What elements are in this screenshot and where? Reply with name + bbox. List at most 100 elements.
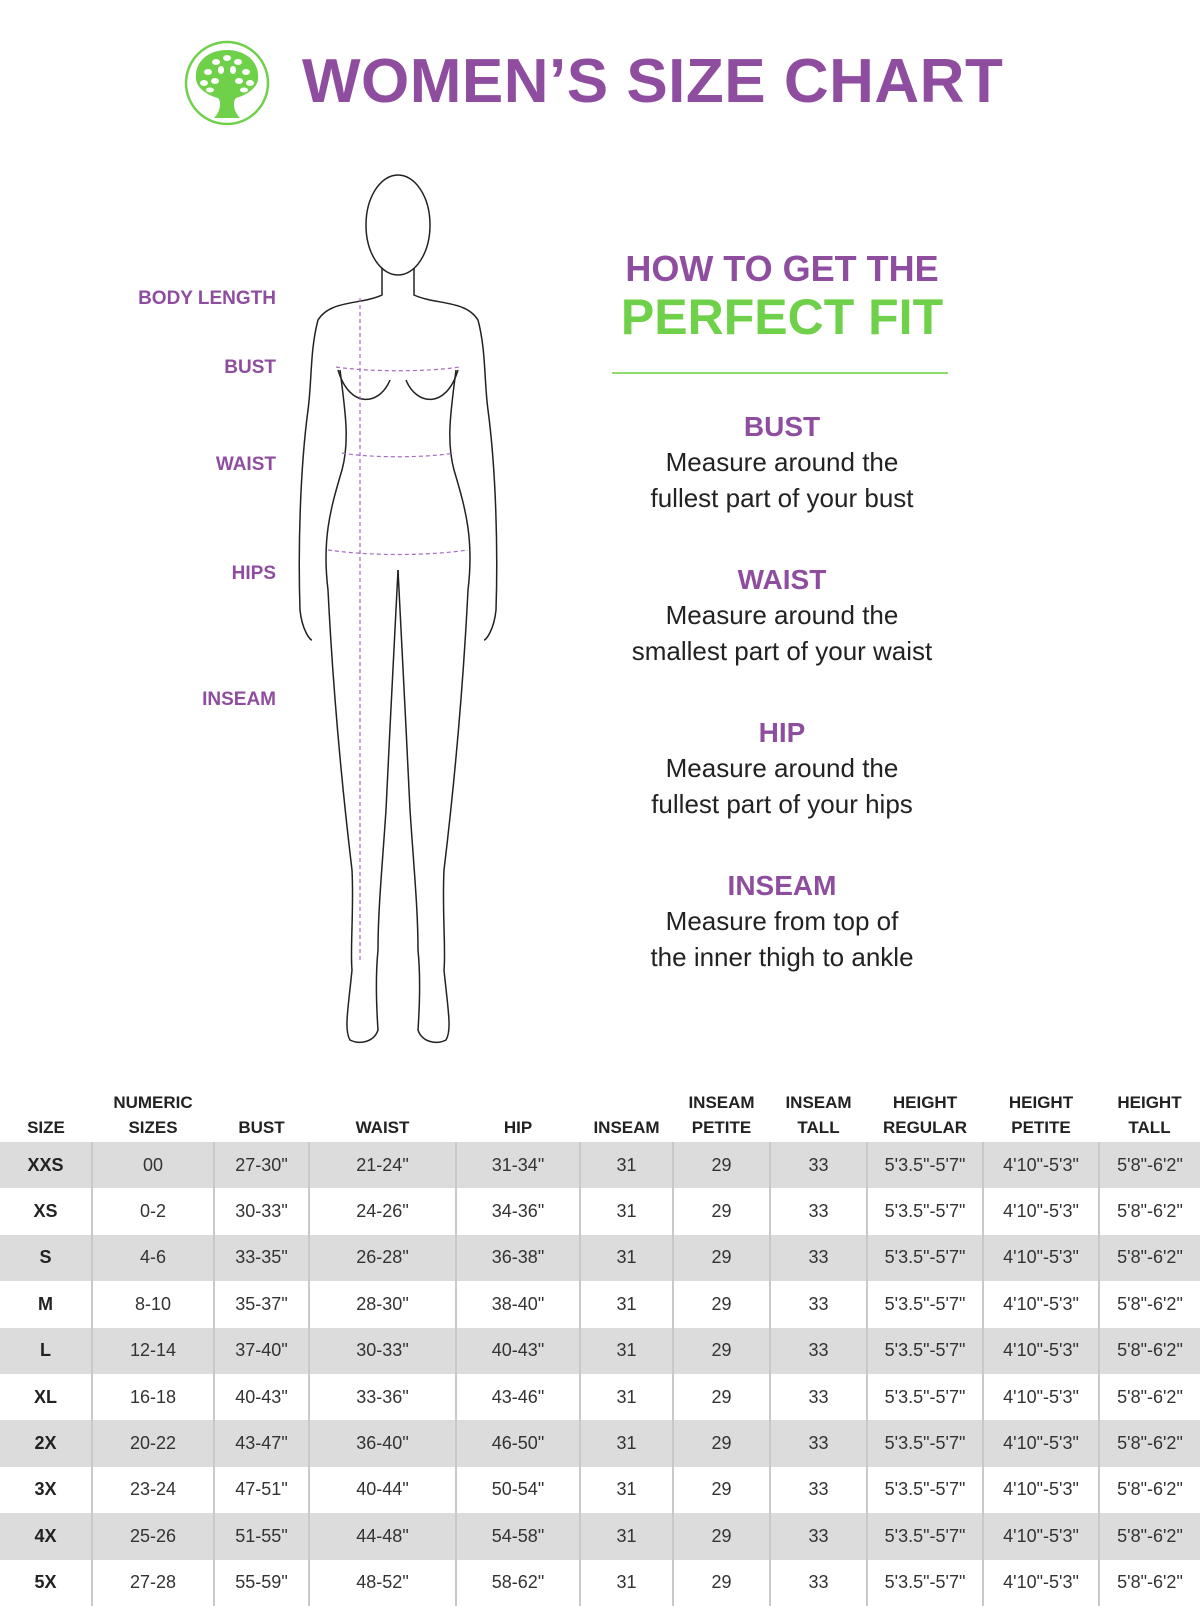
table-cell: 50-54" — [455, 1466, 580, 1514]
table-cell: 5'8"-6'2" — [1098, 1142, 1200, 1189]
section-text: Measure from top of — [665, 906, 899, 936]
section-text: fullest part of your bust — [650, 483, 914, 513]
table-cell: 5'8"-6'2" — [1098, 1513, 1200, 1560]
table-cell: 31 — [579, 1559, 673, 1606]
table-cell: 5'8"-6'2" — [1098, 1188, 1200, 1235]
column-header-line: HIP — [503, 1118, 533, 1137]
table-row: 5X 27-28 55-59" 48-52" 58-62" 31 29 33 5'3.5"-5'… — [0, 1559, 1200, 1606]
column-header-line: PETITE — [1011, 1118, 1071, 1137]
fit-heading: HOW TO GET THE — [625, 248, 939, 289]
column-header-line: HEIGHT — [1008, 1093, 1074, 1112]
table-cell: 5'3.5"-5'7" — [866, 1142, 983, 1189]
table-cell: 31 — [579, 1420, 673, 1467]
table-cell: 30-33" — [213, 1188, 309, 1235]
table-cell: 29 — [672, 1559, 770, 1606]
table-cell: 31-34" — [455, 1142, 580, 1189]
section-title: BUST — [743, 411, 821, 442]
table-cell: 5'8"-6'2" — [1098, 1466, 1200, 1514]
label-bust: BUST — [224, 357, 276, 378]
size-cell: L — [0, 1327, 92, 1374]
column-header: NUMERIC SIZES — [92, 1090, 214, 1142]
table-cell: 29 — [672, 1234, 770, 1282]
table-cell: 4'10"-5'3" — [982, 1327, 1099, 1374]
section-text: Measure around the — [665, 600, 899, 630]
table-cell: 29 — [672, 1188, 770, 1235]
column-header: HEIGHT TALL — [1099, 1090, 1200, 1142]
section-text: Measure around the — [665, 753, 899, 783]
size-cell: S — [0, 1234, 92, 1282]
size-cell: XL — [33, 1386, 57, 1407]
table-cell: 31 — [579, 1513, 673, 1560]
table-row: S 4-6 33-35" 26-28" 36-38" 31 29 33 5'3.5"-5'7" 4… — [0, 1234, 1200, 1282]
fit-heading-highlight: PERFECT FIT — [620, 289, 944, 345]
table-cell: 40-43" — [213, 1373, 309, 1421]
table-cell: 5'8"-6'2" — [1098, 1327, 1200, 1374]
table-cell: 00 — [91, 1142, 214, 1189]
table-row: M 8-10 35-37" 28-30" 38-40" 31 29 33 5'3.5"-5'7"… — [0, 1281, 1200, 1328]
table-cell: 5'8"-6'2" — [1098, 1373, 1200, 1421]
table-cell: 24-26" — [308, 1188, 456, 1235]
size-cell: XS — [33, 1201, 58, 1222]
table-cell: 5'3.5"-5'7" — [866, 1281, 983, 1328]
table-cell: 29 — [672, 1466, 770, 1514]
table-cell: 40-44" — [308, 1466, 456, 1514]
table-cell: 58-62" — [455, 1559, 580, 1606]
size-cell: 2X — [0, 1420, 92, 1467]
table-cell: 54-58" — [455, 1513, 580, 1560]
column-header: INSEAM PETITE — [673, 1090, 770, 1142]
section-text: smallest part of your waist — [631, 636, 933, 666]
table-cell: 23-24 — [91, 1466, 214, 1514]
table-cell: 5'3.5"-5'7" — [866, 1559, 983, 1606]
table-cell: 43-47" — [213, 1420, 309, 1467]
table-cell: 5'3.5"-5'7" — [866, 1373, 983, 1421]
column-header: WAIST — [309, 1090, 456, 1142]
table-cell: 33 — [769, 1188, 867, 1235]
column-header: HIP — [456, 1090, 580, 1142]
table-cell: 4'10"-5'3" — [982, 1188, 1099, 1235]
table-cell: 4-6 — [91, 1234, 214, 1282]
table-cell: 34-36" — [455, 1188, 580, 1235]
column-header-line: WAIST — [355, 1118, 410, 1137]
table-row: XXS 00 27-30" 21-24" 31-34" 31 29 33 5'3.5"-5'7"… — [0, 1142, 1200, 1189]
table-cell: 29 — [672, 1142, 770, 1189]
table-cell: 21-24" — [308, 1142, 456, 1189]
table-row: 4X 25-26 51-55" 44-48" 54-58" 31 29 33 5'3.5"-5'… — [0, 1513, 1200, 1560]
table-row: XS 0-2 30-33" 24-26" 34-36" 31 29 33 5'3.5"-5'7"… — [0, 1188, 1200, 1235]
size-cell: XXS — [0, 1142, 92, 1189]
column-header-line: INSEAM — [688, 1093, 755, 1112]
table-cell: 33 — [769, 1513, 867, 1560]
column-header-line: TALL — [797, 1118, 840, 1137]
tree-in-circle-icon — [184, 40, 270, 126]
table-cell: 27-30" — [213, 1142, 309, 1189]
section-title: INSEAM — [727, 870, 837, 901]
table-cell: 29 — [672, 1420, 770, 1467]
table-cell: 4'10"-5'3" — [982, 1466, 1099, 1514]
table-cell: 5'8"-6'2" — [1098, 1234, 1200, 1282]
table-cell: 8-10 — [91, 1281, 214, 1328]
table-cell: 47-51" — [213, 1466, 309, 1514]
table-cell: 31 — [579, 1234, 673, 1282]
table-cell: 28-30" — [308, 1281, 456, 1328]
table-cell: 4'10"-5'3" — [982, 1142, 1099, 1189]
table-cell: 29 — [672, 1373, 770, 1421]
table-cell: 33 — [769, 1420, 867, 1467]
section-title: HIP — [758, 717, 806, 748]
table-cell: 30-33" — [308, 1327, 456, 1374]
table-cell: 44-48" — [308, 1513, 456, 1560]
table-cell: 37-40" — [213, 1327, 309, 1374]
table-cell: 12-14 — [91, 1327, 214, 1374]
table-cell: 5'3.5"-5'7" — [866, 1188, 983, 1235]
table-cell: 16-18 — [91, 1373, 214, 1421]
section-title: WAIST — [737, 564, 827, 595]
label-hips: HIPS — [231, 563, 276, 584]
table-cell: 40-43" — [455, 1327, 580, 1374]
column-header-line: HEIGHT — [892, 1093, 958, 1112]
table-cell: 35-37" — [213, 1281, 309, 1328]
table-cell: 33 — [769, 1559, 867, 1606]
page-title: WOMEN’S SIZE CHART — [302, 47, 1004, 116]
table-cell: 4'10"-5'3" — [982, 1513, 1099, 1560]
fit-section-inseam: INSEAM Measure from top of the inner thi… — [582, 869, 982, 975]
table-cell: 5'8"-6'2" — [1098, 1559, 1200, 1606]
table-cell: 55-59" — [213, 1559, 309, 1606]
column-header-line: REGULAR — [882, 1118, 968, 1137]
